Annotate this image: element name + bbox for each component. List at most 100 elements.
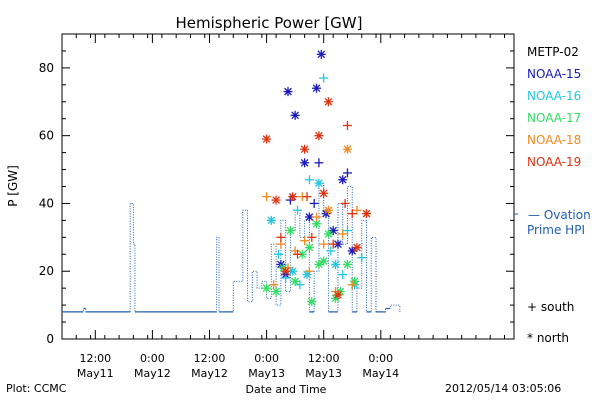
legend-noaa-16: NOAA-16 [527, 89, 581, 103]
x-tick-date: May12 [134, 367, 171, 380]
point-noaa-19-north [352, 243, 362, 252]
point-noaa-19-north [333, 290, 343, 300]
point-noaa-19-south [307, 232, 317, 242]
point-noaa-18-south [312, 212, 322, 222]
x-tick-date: May12 [191, 367, 228, 380]
point-noaa-19-south [302, 192, 312, 202]
point-noaa-19-north [262, 134, 272, 144]
point-noaa-17-north [342, 259, 352, 269]
point-noaa-15-north [300, 158, 310, 168]
ovation-hpi-series [62, 182, 401, 313]
point-noaa-19-north [314, 131, 324, 141]
point-noaa-19-south [347, 209, 357, 219]
point-noaa-17-north [297, 249, 307, 259]
legend-noaa-17: NOAA-17 [527, 111, 581, 125]
point-noaa-15-south [314, 158, 324, 168]
point-noaa-19-south [340, 198, 350, 208]
point-noaa-19-north [323, 97, 333, 107]
point-noaa-19-south [342, 121, 352, 130]
point-noaa-16-north [331, 259, 341, 269]
point-noaa-17-north [304, 243, 314, 252]
y-tick-label: 40 [39, 196, 54, 210]
point-noaa-16-south [273, 249, 283, 259]
point-noaa-16-north [266, 215, 276, 225]
satellite-points [262, 49, 372, 307]
point-noaa-19-north [281, 266, 291, 276]
plot-credit: Plot: CCMC [6, 382, 67, 395]
point-noaa-19-north [362, 209, 372, 219]
point-noaa-15-north [290, 110, 300, 120]
axis-ticks [61, 33, 514, 340]
point-noaa-17-north [271, 287, 281, 297]
x-tick-labels: 12:00 May11 0:00 May12 12:00 May12 0:00 May13 12… [77, 352, 399, 380]
legend-noaa-19: NOAA-19 [527, 155, 581, 169]
point-noaa-16-south [326, 246, 336, 256]
chart-title: Hemispheric Power [GW] [176, 14, 363, 32]
point-noaa-18-south [262, 192, 272, 202]
x-tick-date: May13 [248, 367, 285, 380]
point-noaa-17-north [314, 259, 324, 269]
x-tick-time: 12:00 [194, 352, 226, 365]
marker-legend-south: + south [527, 300, 574, 314]
plot-frame [61, 33, 515, 340]
ovation-legend-line1: — Ovation [528, 208, 591, 222]
point-noaa-15-south [342, 168, 352, 178]
point-noaa-19-north [271, 195, 281, 205]
ovation-legend-line2: Prime HPI [527, 223, 585, 237]
x-tick-date: May14 [362, 367, 399, 380]
legend-noaa-15: NOAA-15 [527, 67, 581, 81]
point-noaa-16-south [295, 280, 305, 290]
point-noaa-18-south [304, 266, 314, 276]
x-tick-time: 12:00 [79, 352, 111, 365]
point-noaa-18-south [319, 239, 329, 249]
point-noaa-16-south [319, 73, 329, 83]
point-noaa-17-north [262, 283, 272, 293]
y-tick-label: 80 [39, 61, 54, 75]
point-noaa-15-north [328, 226, 338, 236]
point-noaa-19-south [293, 249, 303, 259]
point-noaa-16-south [338, 270, 348, 280]
y-tick-labels: 0 20 40 60 80 [39, 61, 54, 346]
point-noaa-19-south [276, 232, 286, 242]
point-noaa-15-north [347, 246, 357, 256]
point-noaa-18-north [323, 205, 333, 215]
point-noaa-15-north [338, 175, 348, 185]
point-noaa-18-south [300, 236, 310, 246]
point-noaa-18-south [269, 280, 279, 290]
x-axis-label: Date and Time [246, 383, 327, 396]
point-noaa-19-north [288, 192, 298, 202]
plot-timestamp: 2012/05/14 03:05:06 [445, 382, 562, 395]
point-noaa-18-south [352, 205, 362, 215]
x-tick-date: May11 [77, 367, 114, 380]
point-noaa-17-north [290, 276, 300, 286]
point-noaa-18-north [342, 144, 352, 154]
x-tick-date: May13 [305, 367, 342, 380]
point-noaa-18-south [338, 229, 348, 239]
point-noaa-18-south [347, 280, 357, 290]
point-noaa-15-south [309, 198, 319, 208]
point-noaa-17-north [285, 226, 295, 236]
x-tick-time: 12:00 [308, 352, 340, 365]
point-noaa-19-north [300, 144, 310, 154]
point-noaa-17-north [319, 256, 329, 266]
point-noaa-16-north [314, 178, 324, 188]
point-noaa-16-south [304, 175, 314, 185]
legend: METP-02 NOAA-15 NOAA-16 NOAA-17 NOAA-18 NOAA-… [527, 45, 581, 169]
legend-metp-02: METP-02 [527, 45, 579, 59]
point-noaa-16-south [342, 226, 352, 236]
y-tick-label: 60 [39, 129, 54, 143]
x-tick-time: 0:00 [254, 352, 279, 365]
point-noaa-15-north [316, 49, 326, 59]
marker-legend-north: * north [527, 331, 569, 345]
y-tick-label: 0 [46, 332, 54, 346]
point-noaa-17-north [323, 229, 333, 239]
x-tick-time: 0:00 [140, 352, 165, 365]
x-tick-time: 0:00 [368, 352, 393, 365]
y-tick-label: 20 [39, 264, 54, 278]
point-noaa-15-north [312, 83, 322, 93]
point-noaa-19-north [319, 188, 329, 198]
y-axis-label: P [GW] [6, 165, 20, 207]
point-noaa-16-south [293, 205, 303, 215]
point-noaa-19-south [328, 239, 338, 249]
